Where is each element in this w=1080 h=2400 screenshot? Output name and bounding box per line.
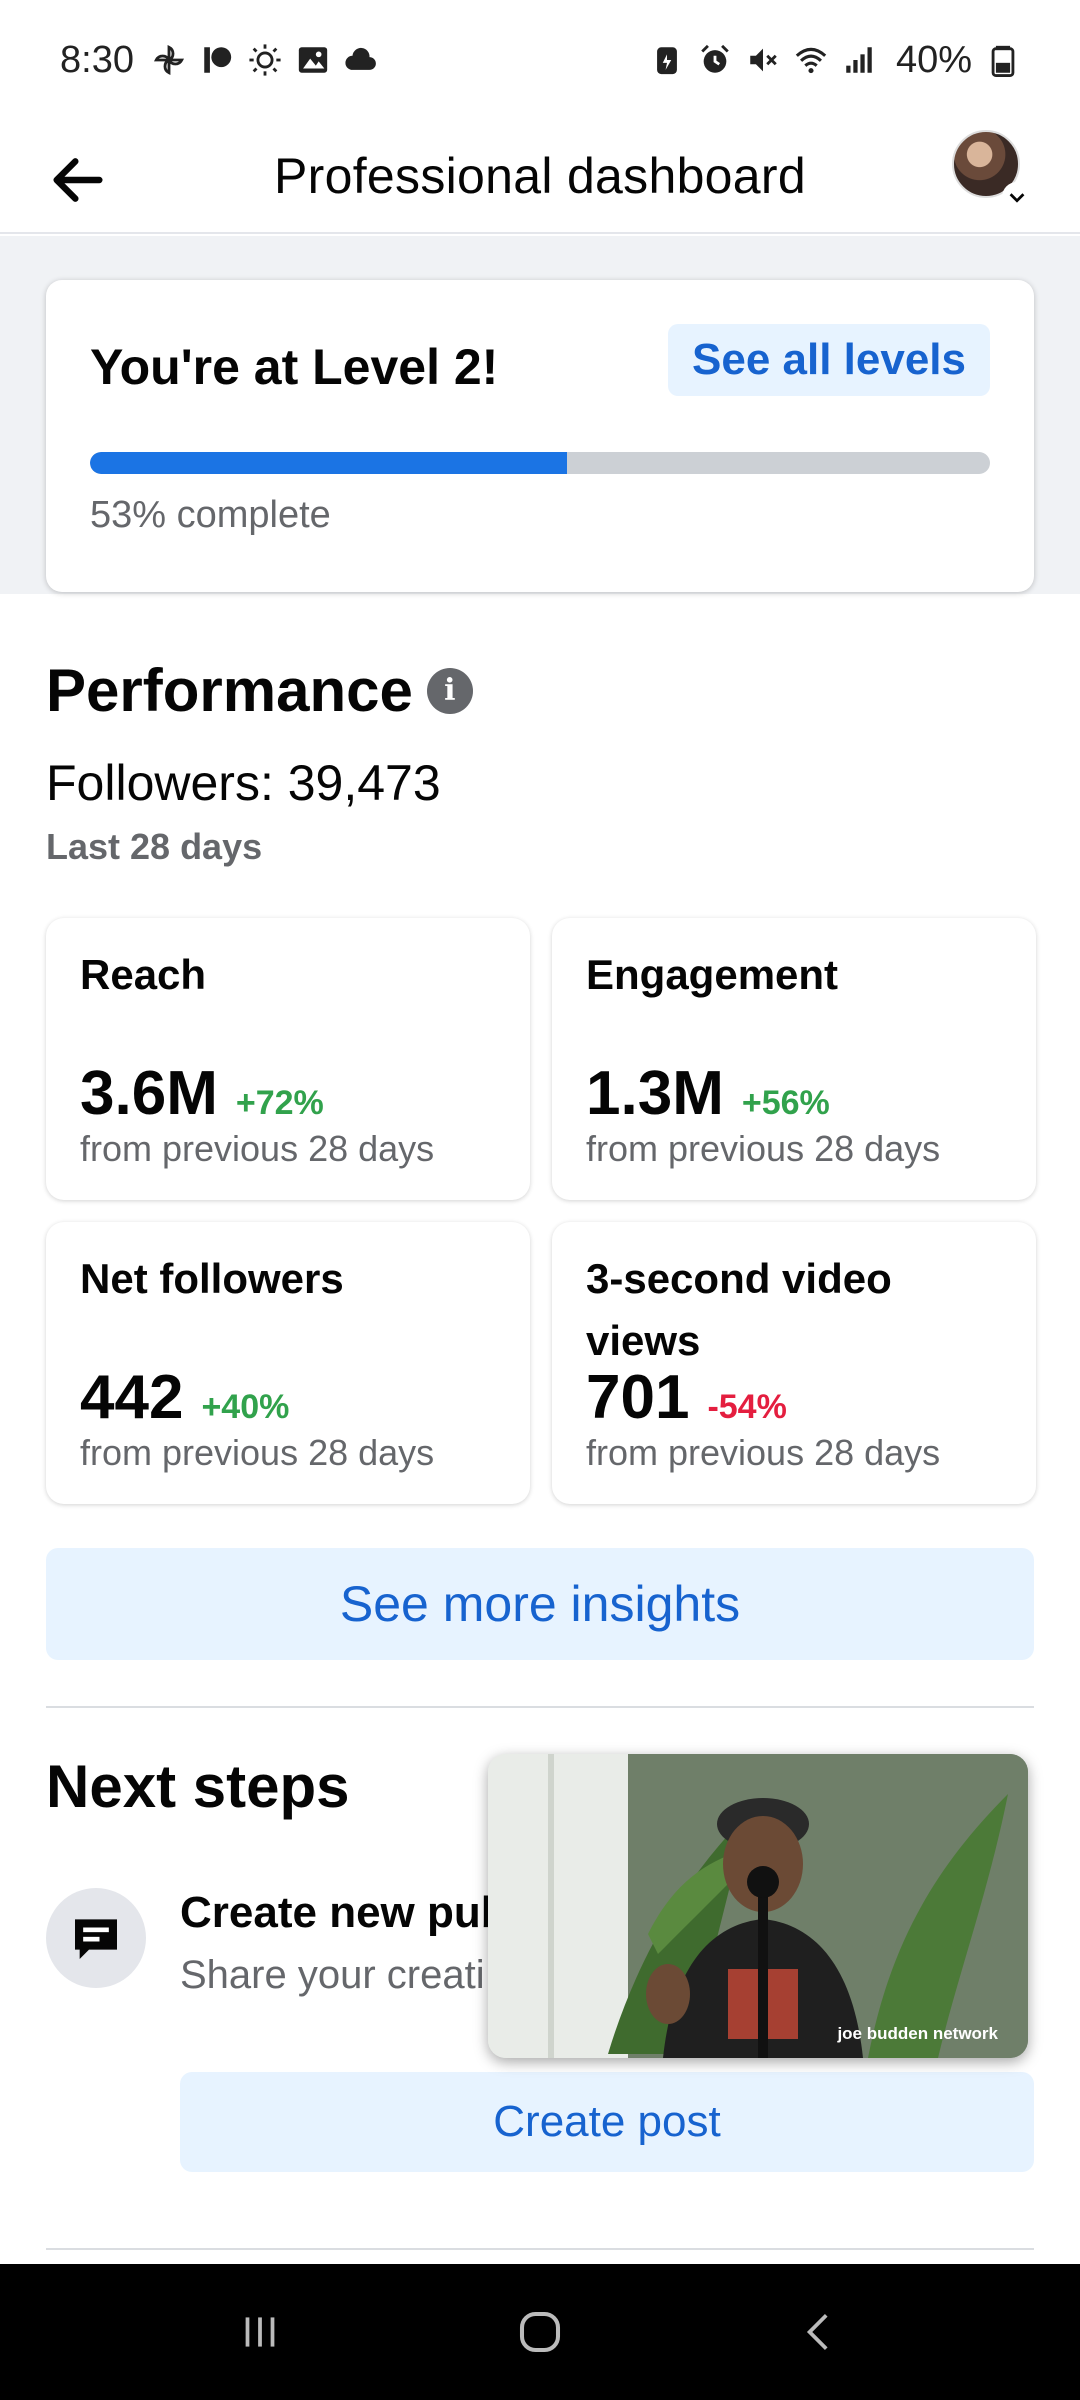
period-label: Last 28 days bbox=[46, 826, 263, 867]
metric-comparison: from previous 28 days bbox=[586, 1128, 941, 1169]
create-post-button[interactable]: Create post bbox=[180, 2072, 1034, 2172]
metric-change: +72% bbox=[235, 1084, 324, 1122]
metric-label: Reach bbox=[80, 951, 207, 998]
step-title: Create new pub bbox=[180, 1888, 508, 1937]
metric-label: Net followers bbox=[80, 1255, 344, 1302]
patreon-icon bbox=[200, 43, 234, 77]
metric-card-reach[interactable]: Reach 3.6M +72% from previous 28 days bbox=[46, 918, 530, 1200]
divider bbox=[46, 1706, 1034, 1708]
page-title: Professional dashboard bbox=[274, 148, 806, 204]
cloud-icon bbox=[344, 43, 378, 77]
recent-apps-icon bbox=[245, 2317, 275, 2347]
chevron-left-icon bbox=[806, 2314, 828, 2350]
metric-change: +56% bbox=[741, 1084, 830, 1122]
metric-card-net-followers[interactable]: Net followers 442 +40% from previous 28 … bbox=[46, 1222, 530, 1504]
info-icon[interactable]: i bbox=[426, 667, 473, 714]
metric-change: +40% bbox=[201, 1388, 290, 1426]
top-app-bar: Professional dashboard bbox=[0, 120, 1080, 234]
metric-comparison: from previous 28 days bbox=[80, 1128, 435, 1169]
next-steps-title: Next steps bbox=[46, 1753, 350, 1820]
mute-icon bbox=[746, 43, 780, 77]
arrow-left-icon bbox=[53, 158, 103, 202]
status-right-icons: 40% bbox=[650, 39, 1020, 82]
video-frame bbox=[488, 1754, 1028, 2058]
pip-video-player[interactable]: joe budden network bbox=[488, 1754, 1028, 2058]
chevron-down-icon bbox=[1002, 182, 1032, 212]
metric-comparison: from previous 28 days bbox=[80, 1432, 435, 1473]
metric-comparison: from previous 28 days bbox=[586, 1432, 941, 1473]
pinwheel-icon bbox=[152, 43, 186, 77]
battery-percent: 40% bbox=[895, 38, 972, 81]
performance-title: Performance bbox=[46, 657, 413, 724]
metric-label: 3-second video views bbox=[586, 1255, 892, 1364]
level-progress-bar bbox=[90, 452, 990, 474]
metric-card-engagement[interactable]: Engagement 1.3M +56% from previous 28 da… bbox=[552, 918, 1036, 1200]
video-watermark: joe budden network bbox=[837, 2024, 998, 2043]
status-left-icons bbox=[152, 43, 378, 77]
message-icon bbox=[75, 1919, 117, 1959]
level-card: You're at Level 2! See all levels 53% co… bbox=[46, 280, 1034, 592]
metric-value: 3.6M bbox=[80, 1059, 218, 1128]
level-title: You're at Level 2! bbox=[90, 339, 499, 395]
battery-saver-icon bbox=[650, 43, 684, 77]
see-more-insights-button[interactable]: See more insights bbox=[46, 1548, 1034, 1660]
back-button[interactable] bbox=[40, 142, 116, 218]
profile-switcher[interactable] bbox=[952, 130, 1032, 212]
battery-icon bbox=[986, 43, 1020, 77]
see-all-levels-button[interactable]: See all levels bbox=[668, 324, 990, 396]
signal-icon bbox=[842, 43, 876, 77]
create-post-step-icon bbox=[46, 1888, 146, 1988]
system-navigation-bar bbox=[0, 2264, 1080, 2400]
wifi-icon bbox=[794, 43, 828, 77]
home-icon bbox=[519, 2311, 561, 2353]
level-progress-fill bbox=[90, 452, 567, 474]
level-progress-text: 53% complete bbox=[90, 494, 331, 536]
divider bbox=[46, 2248, 1034, 2250]
status-bar: 8:30 40% bbox=[0, 0, 1080, 120]
alarm-icon bbox=[698, 43, 732, 77]
status-time: 8:30 bbox=[60, 38, 134, 81]
followers-count: Followers: 39,473 bbox=[46, 755, 441, 811]
metric-value: 701 bbox=[586, 1363, 690, 1432]
system-back-button[interactable] bbox=[775, 2287, 865, 2377]
gallery-icon bbox=[296, 43, 330, 77]
metric-label: Engagement bbox=[586, 951, 839, 998]
metric-value: 1.3M bbox=[586, 1059, 724, 1128]
recent-apps-button[interactable] bbox=[215, 2287, 305, 2377]
brightness-icon bbox=[248, 43, 282, 77]
metric-change: -54% bbox=[707, 1388, 787, 1426]
home-button[interactable] bbox=[495, 2287, 585, 2377]
metric-card-video-views[interactable]: 3-second video views 701 -54% from previ… bbox=[552, 1222, 1036, 1504]
performance-heading: Performance i bbox=[46, 656, 473, 725]
metric-value: 442 bbox=[80, 1363, 184, 1432]
